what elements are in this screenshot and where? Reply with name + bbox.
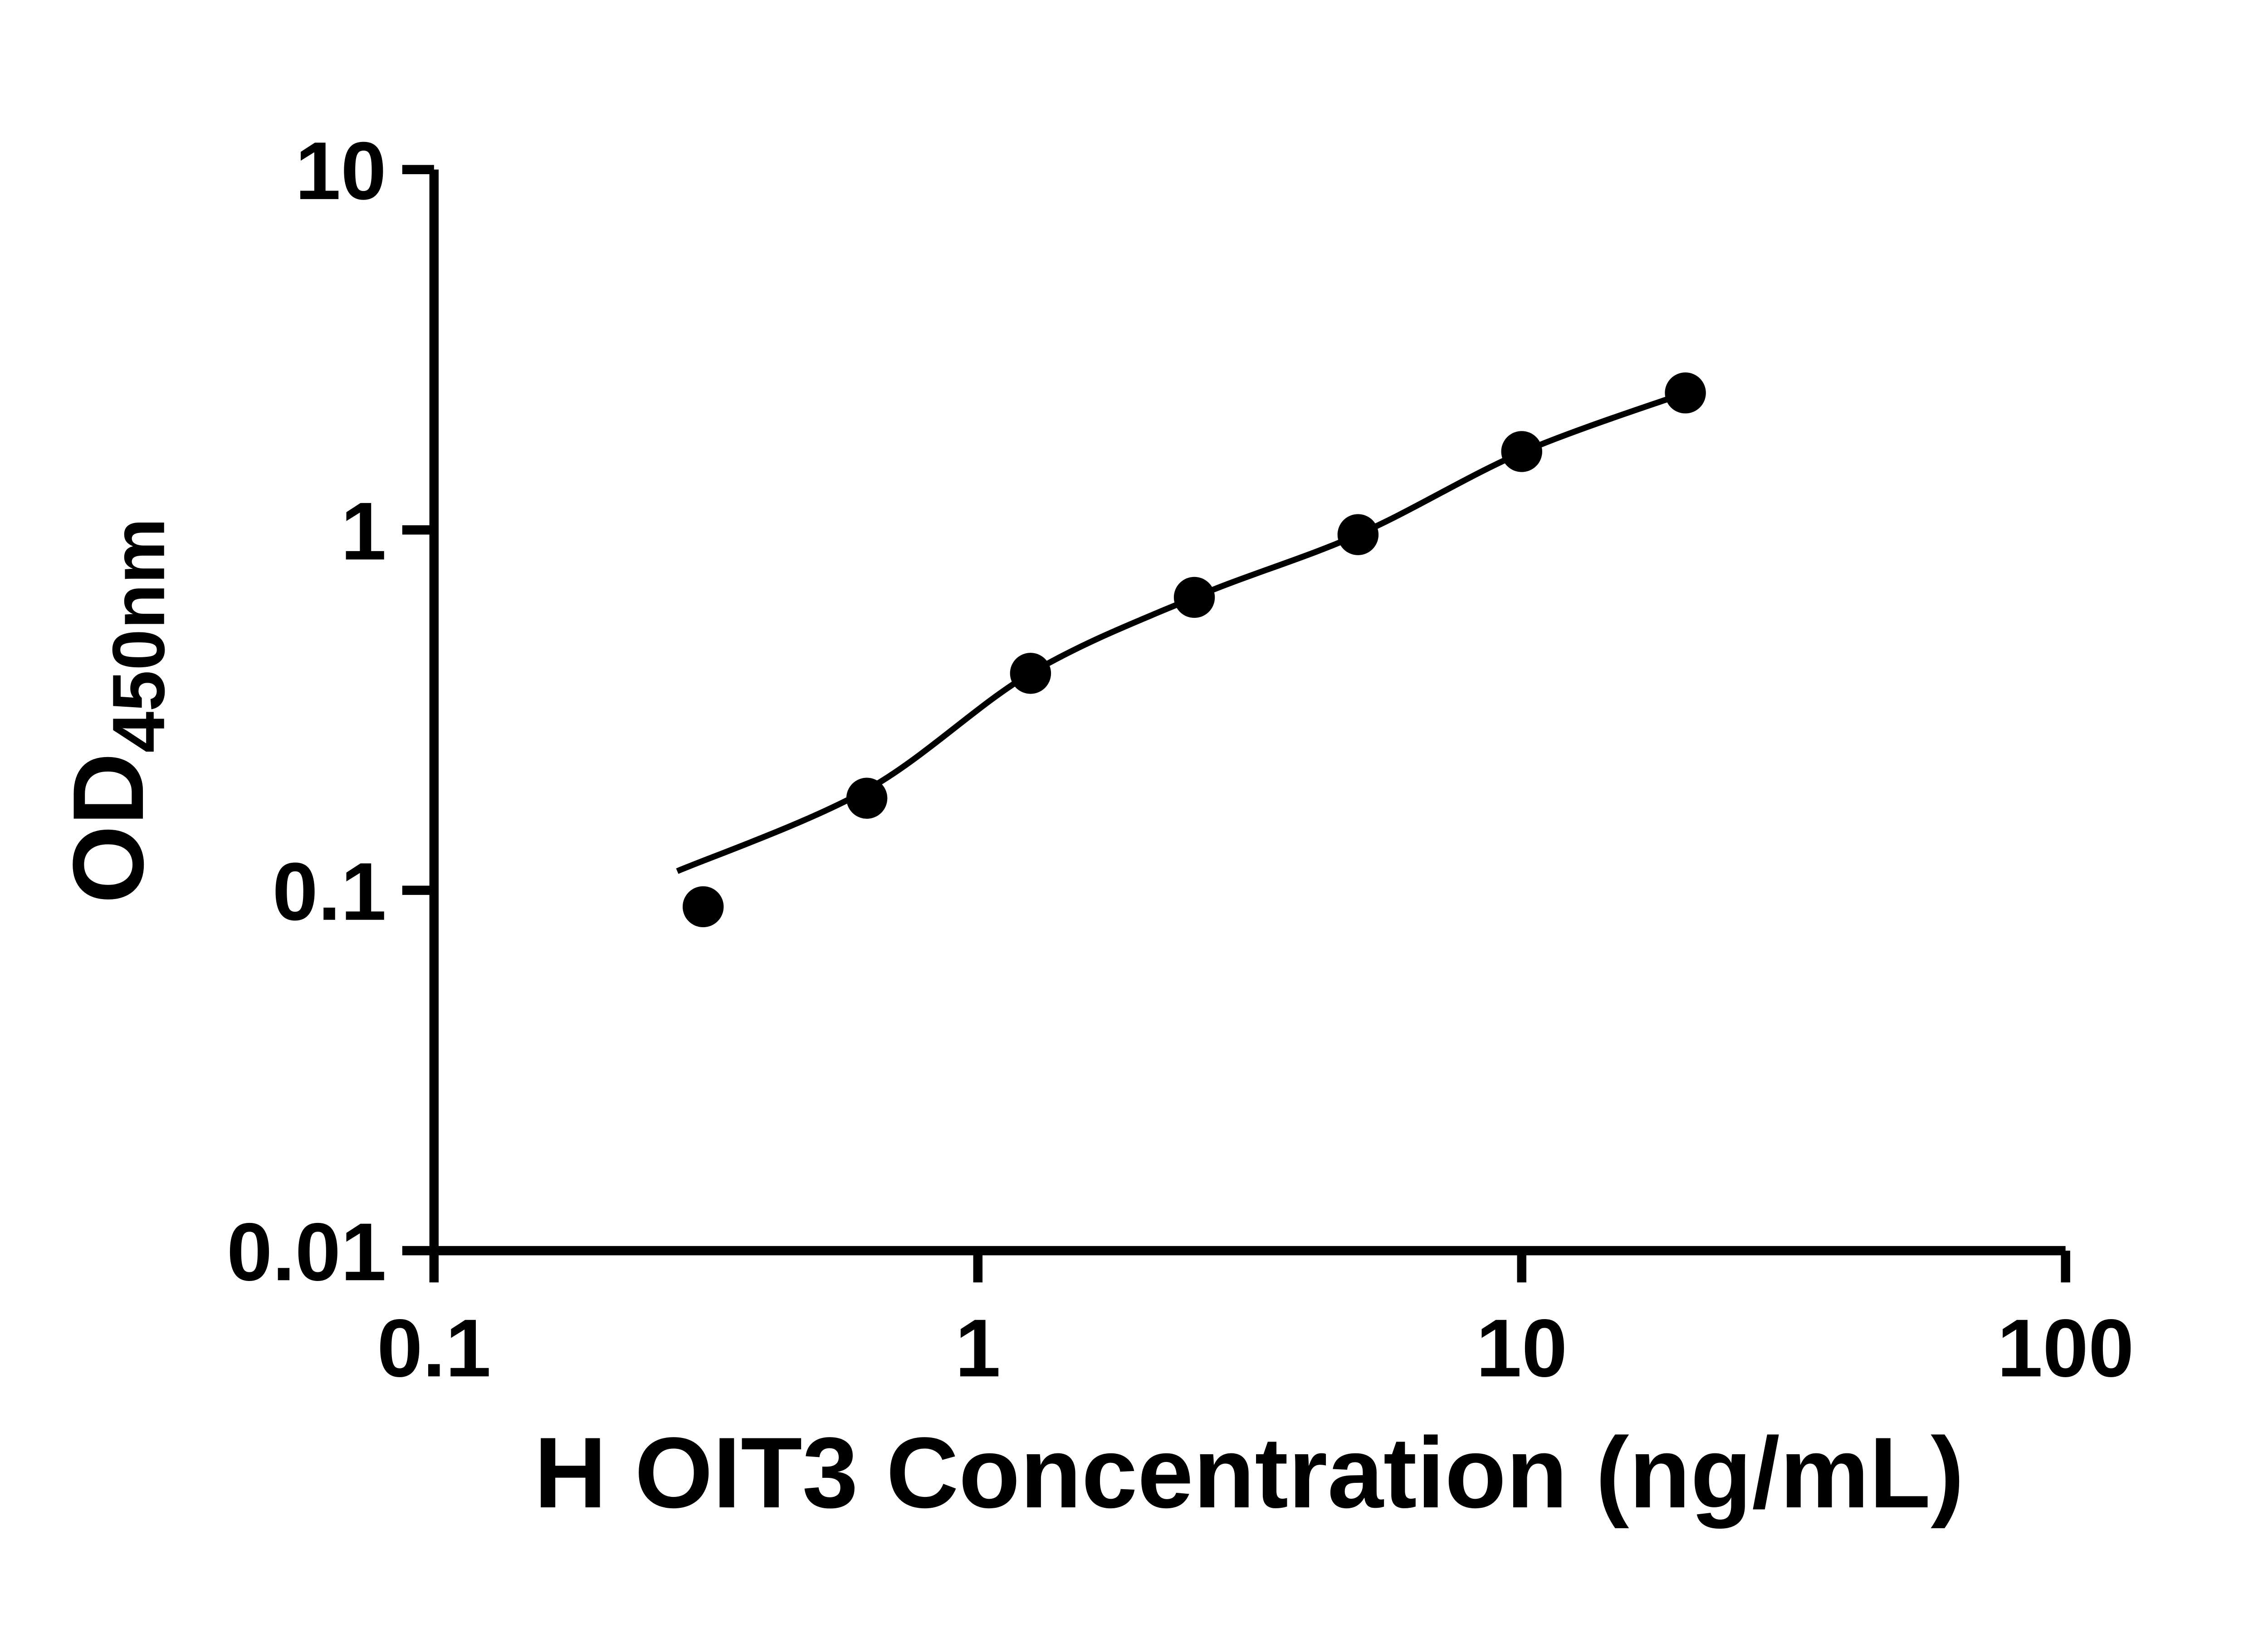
y-tick-label: 0.01	[227, 1206, 386, 1298]
y-axis-title-main: OD	[52, 753, 164, 904]
data-point	[846, 777, 888, 819]
x-tick-label: 0.1	[377, 1302, 491, 1394]
axes-frame	[429, 169, 2066, 1256]
data-point	[1501, 430, 1542, 472]
x-axis-title: H OIT3 Concentration (ng/mL)	[534, 1416, 1964, 1529]
y-axis-title: OD450nm	[52, 518, 180, 904]
y-tick-label: 0.1	[272, 846, 386, 937]
y-tick-label: 10	[295, 125, 386, 217]
data-point	[1010, 652, 1051, 694]
data-point	[1337, 514, 1379, 555]
y-axis-title-subscript: 450nm	[97, 518, 180, 753]
x-tick-label: 1	[955, 1302, 1001, 1394]
data-point	[1173, 577, 1215, 618]
x-tick-label: 10	[1476, 1302, 1567, 1394]
data-point	[1665, 372, 1706, 414]
data-point	[682, 886, 724, 927]
y-tick-label: 1	[341, 485, 386, 577]
x-tick-label: 100	[1997, 1302, 2134, 1394]
data-layer	[676, 372, 1706, 927]
